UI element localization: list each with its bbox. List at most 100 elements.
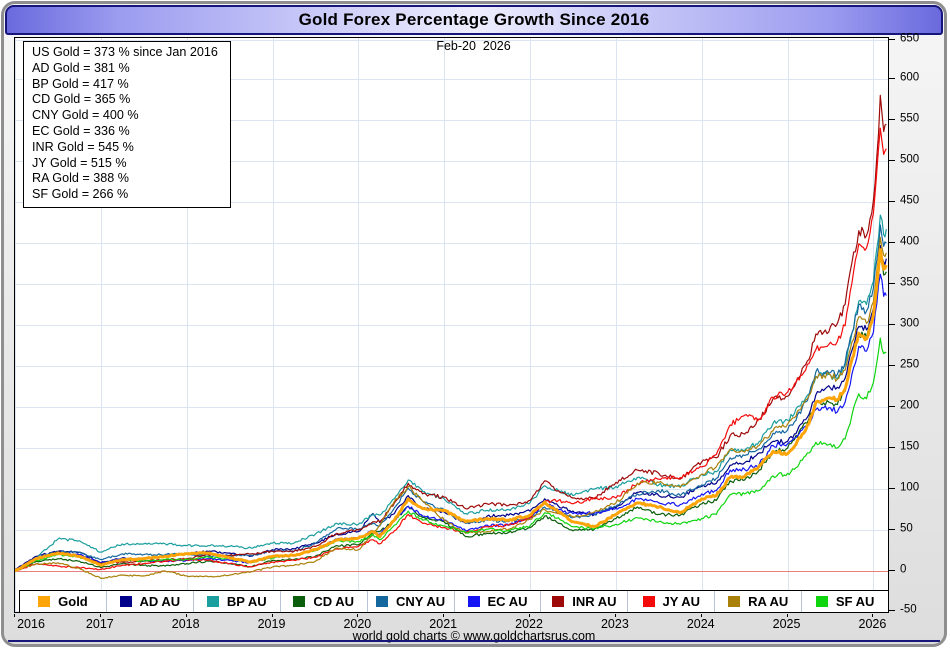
plot-area: Feb-20 2026 US Gold = 373 % since Jan 20…: [14, 37, 889, 613]
x-tick: [443, 614, 445, 617]
legend-label: SF AU: [835, 594, 875, 609]
series-line-bp-au: [15, 214, 887, 572]
x-tick-label: 2024: [686, 617, 715, 631]
info-line: CNY Gold = 400 %: [32, 108, 139, 123]
legend-swatch-icon: [376, 596, 389, 607]
legend-item-cny-au: CNY AU: [368, 591, 455, 612]
x-tick-label: 2020: [343, 617, 372, 631]
legend-label: EC AU: [487, 594, 528, 609]
y-tick-label: 650: [900, 32, 920, 45]
y-tick: [889, 447, 895, 448]
y-tick: [889, 529, 895, 530]
y-tick: [889, 610, 895, 612]
footer-credit: world gold charts © www.goldchartsrus.co…: [352, 629, 596, 643]
y-tick: [889, 488, 895, 489]
x-tick-label: 2022: [515, 617, 543, 631]
y-tick: [889, 324, 895, 325]
y-tick: [889, 242, 895, 243]
legend-item-cd-au: CD AU: [281, 591, 368, 612]
y-tick-label: 100: [900, 481, 920, 494]
legend-swatch-icon: [552, 596, 565, 607]
legend-label: INR AU: [572, 594, 617, 609]
y-tick: [889, 570, 895, 571]
legend-label: CNY AU: [396, 594, 446, 609]
chart-lines-svg: [15, 38, 888, 612]
bottom-border-line: [8, 640, 940, 642]
title-bar: Gold Forex Percentage Growth Since 2016: [5, 5, 943, 35]
legend-swatch-icon: [38, 596, 51, 607]
x-tick: [700, 614, 702, 617]
y-tick-label: 50: [900, 522, 913, 535]
y-tick-label: 400: [900, 235, 920, 248]
legend-swatch-icon: [293, 596, 306, 607]
y-tick: [889, 283, 895, 284]
y-tick-label: 250: [900, 358, 920, 371]
x-tick: [529, 614, 531, 617]
legend-item-ec-au: EC AU: [455, 591, 542, 612]
date-label: Feb-20 2026: [436, 39, 511, 53]
x-tick: [271, 614, 273, 617]
info-line: CD Gold = 365 %: [32, 92, 131, 107]
info-line: AD Gold = 381 %: [32, 60, 130, 75]
x-axis: 2016 2017 2018 2019 2020 2021 2022 2023 2024 2025…: [14, 614, 891, 632]
x-tick: [786, 614, 788, 617]
legend-label: Gold: [58, 594, 88, 609]
x-tick: [14, 614, 15, 617]
series-line-ra-au: [15, 236, 887, 580]
y-tick-label: 150: [900, 440, 920, 453]
legend-label: JY AU: [662, 594, 701, 609]
legend-item-inr-au: INR AU: [541, 591, 629, 612]
y-tick-label: 350: [900, 276, 920, 289]
legend-item-bp-au: BP AU: [194, 591, 281, 612]
x-tick-label: 2021: [429, 617, 458, 631]
legend-item-gold: Gold: [20, 591, 107, 612]
legend-item-jy-au: JY AU: [628, 591, 716, 612]
info-line: SF Gold = 266 %: [32, 187, 129, 202]
y-tick-label: 300: [900, 317, 920, 330]
x-tick-label: 2023: [600, 617, 629, 631]
x-tick: [357, 614, 359, 617]
info-line: JY Gold = 515 %: [32, 155, 127, 170]
info-line: BP Gold = 417 %: [32, 76, 129, 91]
x-tick-label: 2026: [858, 617, 887, 631]
y-tick: [889, 160, 895, 161]
legend-item-ra-au: RA AU: [715, 591, 803, 612]
y-tick-label: 450: [900, 194, 920, 207]
y-tick: [889, 406, 895, 407]
info-line: RA Gold = 388 %: [32, 171, 129, 186]
x-tick: [872, 614, 874, 617]
legend-item-ad-au: AD AU: [107, 591, 194, 612]
y-tick-label: 600: [900, 71, 920, 84]
y-tick-label: 200: [900, 399, 920, 412]
x-tick-label: 2017: [85, 617, 114, 631]
legend-label: AD AU: [139, 594, 181, 609]
y-tick-label: 550: [900, 112, 920, 125]
x-tick-label: 2016: [17, 617, 45, 631]
legend-swatch-icon: [642, 596, 655, 607]
series-line-sf-au: [15, 337, 887, 572]
series-line-gold: [15, 248, 888, 573]
x-tick: [185, 614, 187, 617]
y-axis: 650 600 550 500 450 400 350 300 250 200 150 100 50 0-…: [889, 32, 944, 616]
x-tick-label: 2025: [772, 617, 801, 631]
series-line-cny-au: [15, 224, 887, 572]
legend-swatch-icon: [728, 596, 741, 607]
x-tick: [614, 614, 616, 617]
info-box: US Gold = 373 % since Jan 2016 AD Gold = …: [23, 41, 231, 208]
legend-swatch-icon: [206, 596, 219, 607]
legend-label: CD AU: [313, 594, 355, 609]
info-line: INR Gold = 545 %: [32, 139, 134, 154]
x-tick: [99, 614, 101, 617]
info-line: US Gold = 373 % since Jan 2016: [32, 45, 218, 59]
legend-bar: Gold AD AU BP AU CD AU CNY AU EC AU INR AU JY A…: [19, 590, 889, 613]
page-title: Gold Forex Percentage Growth Since 2016: [298, 10, 650, 29]
legend-swatch-icon: [119, 596, 132, 607]
y-tick-label: -50: [900, 603, 917, 616]
legend-label: BP AU: [226, 594, 267, 609]
y-tick: [889, 78, 895, 79]
y-tick: [889, 119, 895, 120]
y-tick: [889, 38, 895, 40]
x-tick-label: 2018: [171, 617, 200, 631]
x-tick-label: 2019: [257, 617, 286, 631]
